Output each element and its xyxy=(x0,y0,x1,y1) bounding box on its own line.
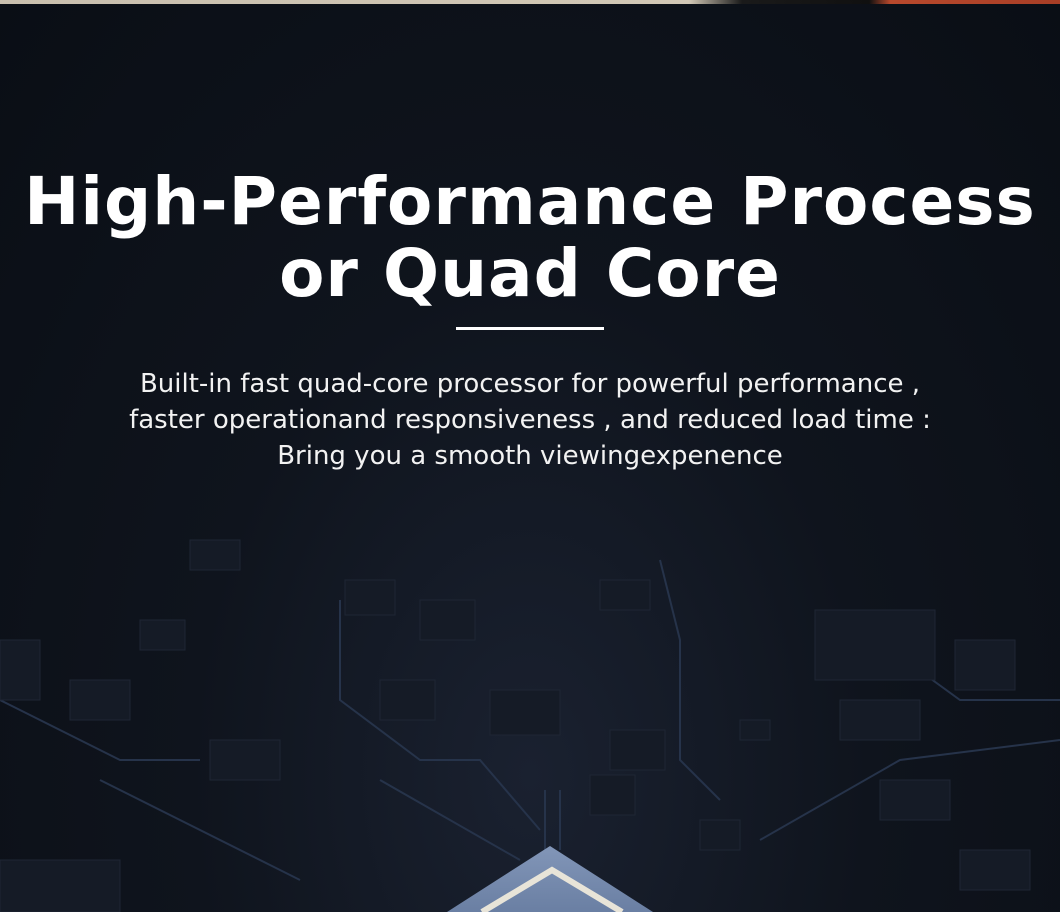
components xyxy=(0,539,1031,912)
description: Built-in fast quad-core processor for po… xyxy=(0,366,1060,474)
description-line-1: Built-in fast quad-core processor for po… xyxy=(139,369,921,399)
title-line-1: High-Performance Process xyxy=(24,163,1036,240)
chip-highlight xyxy=(480,866,624,912)
title-underline xyxy=(456,327,604,330)
title-line-2: or Quad Core xyxy=(279,235,781,312)
top-image-strip xyxy=(0,0,1060,4)
circuit-traces xyxy=(0,559,1060,881)
description-line-2: faster operationand responsiveness , and… xyxy=(129,405,931,435)
description-line-3: Bring you a smooth viewingexpenence xyxy=(277,441,783,471)
circuit-board-image xyxy=(0,539,1060,912)
page-title: High-Performance Process or Quad Core xyxy=(0,166,1060,310)
processor-chip xyxy=(447,846,653,912)
